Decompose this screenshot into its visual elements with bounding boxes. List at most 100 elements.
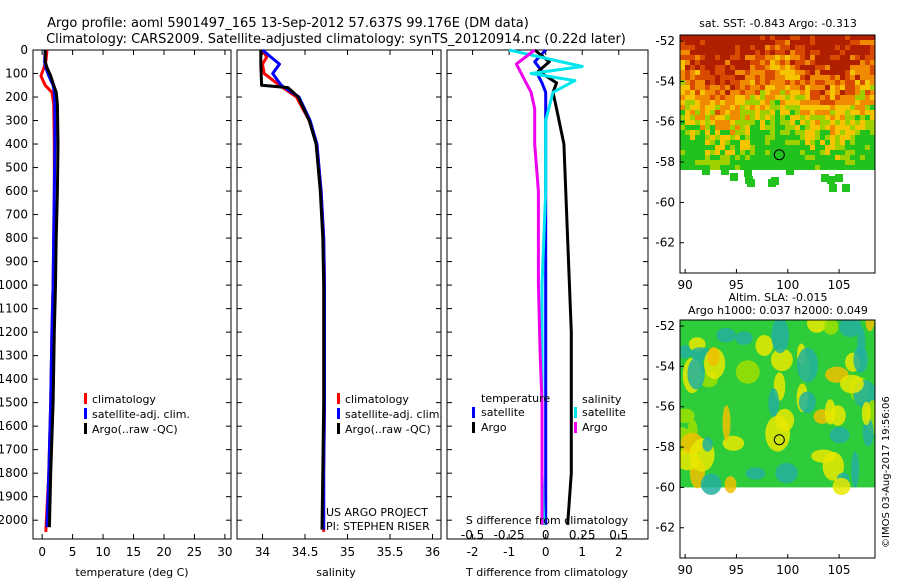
- sst-cell: [850, 35, 855, 40]
- sst-cell: [705, 95, 710, 100]
- sst-cell: [800, 135, 805, 140]
- sst-cell: [740, 145, 745, 150]
- sst-cell: [740, 125, 745, 130]
- sst-cell: [830, 40, 835, 45]
- sst-cell: [805, 35, 810, 40]
- sst-cell: [730, 80, 735, 85]
- sst-cell: [785, 145, 790, 150]
- depth-tick-label: 1000: [0, 278, 28, 292]
- depth-tick-label: 100: [5, 67, 28, 81]
- top-tick-label: -0.25: [494, 528, 525, 542]
- sst-cell: [760, 160, 765, 165]
- sst-cell: [730, 140, 735, 145]
- sst-cell: [830, 150, 835, 155]
- sst-cell: [695, 75, 700, 80]
- sst-cell: [785, 70, 790, 75]
- sla-map-title-line1: Altim. SLA: -0.015: [728, 291, 827, 304]
- sst-cell: [740, 65, 745, 70]
- sst-cell: [715, 145, 720, 150]
- sst-cell: [740, 40, 745, 45]
- sst-cell: [840, 105, 845, 110]
- sst-cell: [740, 165, 745, 170]
- sst-cell: [860, 140, 865, 145]
- sst-cell: [840, 40, 845, 45]
- sst-cell: [680, 55, 685, 60]
- sst-cell: [720, 75, 725, 80]
- sst-cell: [765, 135, 770, 140]
- sst-cell: [800, 55, 805, 60]
- sst-cell: [705, 60, 710, 65]
- sla-anomaly-patch: [829, 405, 846, 426]
- sst-cell: [695, 95, 700, 100]
- sst-cell: [765, 160, 770, 165]
- sst-cell: [760, 135, 765, 140]
- sst-cell: [695, 45, 700, 50]
- sst-cell: [695, 50, 700, 55]
- sst-cell: [835, 90, 840, 95]
- sst-cell: [755, 125, 760, 130]
- pi-label: PI: STEPHEN RISER: [326, 520, 430, 533]
- sst-cell: [685, 100, 690, 105]
- sla-anomaly-patch: [768, 388, 779, 417]
- sst-cell: [870, 105, 875, 110]
- x-tick-label: 35.5: [377, 545, 404, 559]
- sst-cell: [810, 50, 815, 55]
- sst-cell: [825, 80, 830, 85]
- sst-cell: [775, 135, 780, 140]
- sst-cell: [785, 80, 790, 85]
- sst-cell: [765, 125, 770, 130]
- sst-cell: [710, 55, 715, 60]
- sst-cell: [760, 75, 765, 80]
- sst-cell: [760, 155, 765, 160]
- sst-cell: [780, 35, 785, 40]
- sst-cell: [685, 85, 690, 90]
- sst-cell: [855, 50, 860, 55]
- sst-cell: [825, 50, 830, 55]
- sst-cell: [775, 150, 780, 155]
- sst-cell: [845, 90, 850, 95]
- sst-cell: [695, 100, 700, 105]
- series-line-argo: [259, 50, 326, 530]
- sla-anomaly-patch: [707, 347, 720, 367]
- sst-cell: [745, 120, 750, 125]
- sst-cell: [795, 80, 800, 85]
- sst-cell: [835, 125, 840, 130]
- sst-cell: [850, 130, 855, 135]
- sst-cell: [720, 115, 725, 120]
- sst-cell: [750, 40, 755, 45]
- sla-anomaly-patch: [722, 405, 731, 441]
- sst-cell: [830, 110, 835, 115]
- sst-cell: [721, 167, 729, 175]
- sst-cell: [820, 135, 825, 140]
- sst-cell: [680, 45, 685, 50]
- sst-cell: [855, 40, 860, 45]
- sst-cell: [865, 155, 870, 160]
- sst-cell: [775, 85, 780, 90]
- sst-cell: [835, 110, 840, 115]
- sst-cell: [710, 40, 715, 45]
- sst-cell: [790, 60, 795, 65]
- sst-cell: [695, 125, 700, 130]
- sst-cell: [805, 80, 810, 85]
- sst-cell: [735, 100, 740, 105]
- sst-cell: [725, 70, 730, 75]
- sst-cell: [835, 100, 840, 105]
- sla-anomaly-patch: [861, 401, 871, 426]
- sst-cell: [690, 105, 695, 110]
- sst-cell: [730, 45, 735, 50]
- sst-cell: [800, 35, 805, 40]
- sst-cell: [745, 135, 750, 140]
- sst-cell: [705, 130, 710, 135]
- sst-cell: [870, 150, 875, 155]
- sst-cell: [830, 90, 835, 95]
- x-tick-label: 5: [69, 545, 77, 559]
- sst-cell: [790, 110, 795, 115]
- sst-cell: [840, 75, 845, 80]
- sla-anomaly-patch: [832, 477, 851, 495]
- sst-cell: [770, 100, 775, 105]
- map-y-tick-label: -58: [655, 155, 675, 169]
- sst-cell: [815, 115, 820, 120]
- sst-cell: [710, 85, 715, 90]
- sst-cell: [835, 150, 840, 155]
